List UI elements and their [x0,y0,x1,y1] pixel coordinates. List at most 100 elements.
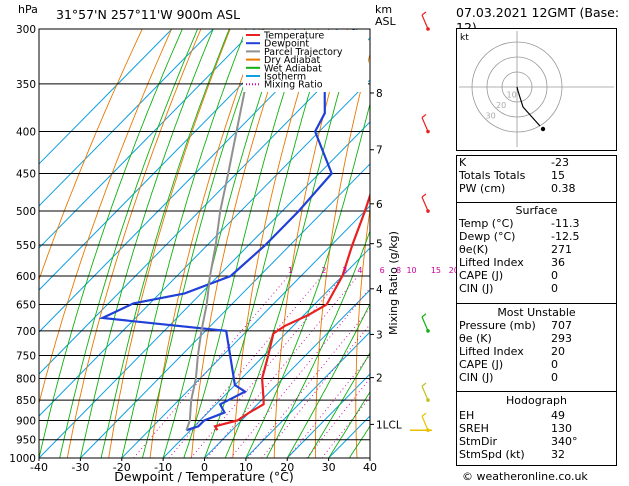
hodograph-ring-label: 30 [486,112,496,121]
section-divider [457,202,616,203]
mixing-ratio-label: 8 [396,266,401,275]
hodograph-table: EH 49 SREH 130 StmDir 340° StmSpd (kt) 32 [457,409,629,461]
index-label: Lifted Index [459,256,524,269]
wind-barb-station [426,27,430,31]
mixing-ratio-line [247,307,370,458]
section-divider [457,391,616,392]
index-value: 36 [551,256,565,269]
index-value: -23 [551,156,569,169]
index-label: StmSpd (kt) [459,448,525,461]
wind-barb-flag [421,193,427,198]
legend-box [243,30,368,92]
km-tick-label: 2 [376,373,383,385]
isotherm-line [39,37,370,375]
index-value: 130 [551,422,572,435]
index-value: 0 [551,371,558,384]
isotherm-line [39,29,256,249]
isotherm-line [286,373,370,458]
index-value: 0 [551,269,558,282]
surface-table: Temp (°C) -11.3 Dewp (°C) -12.5 θe(K) 271 Lift… [457,217,629,295]
pressure-tick-label: 900 [16,415,36,427]
x-axis-label: Dewpoint / Temperature (°C) [114,469,293,484]
index-row: PW (cm) 0.38 [457,182,629,195]
index-label: CAPE (J) [459,269,504,282]
mixing-ratio-axis-label: Mixing Ratio (g/kg) [387,231,400,335]
dry-adiabat-line [273,29,349,458]
km-unit-label: km [375,3,392,16]
most-unstable-title: Most Unstable [497,306,576,319]
index-row: CIN (J) 0 [457,282,629,295]
wet-adiabat-line [141,29,265,458]
index-row: EH 49 [457,409,629,422]
km-tick-label: 6 [376,199,383,211]
isotherm-line [39,79,370,417]
pressure-tick-label: 400 [16,127,36,139]
mixing-ratio-label: 15 [431,266,441,275]
index-value: 32 [551,448,565,461]
index-value: 0 [551,358,558,371]
legend-entry-label: Mixing Ratio [264,80,323,91]
temperature-tick-label: 40 [363,461,377,474]
mixing-ratio-labels: 12346810152025 [288,266,473,275]
legend-entry-label: Dewpoint [264,39,309,50]
index-row: Lifted Index 36 [457,256,629,269]
temperature-tick-label: 30 [322,461,336,474]
temperature-tick-label: 0 [201,461,208,474]
parcel-trajectory-line [185,29,264,431]
index-value: 293 [551,332,572,345]
mixing-ratio-label: 6 [380,266,385,275]
pressure-tick-label: 550 [16,240,36,252]
index-label: θe(K) [459,243,489,256]
isotherm-line [204,289,370,458]
index-value: 340° [551,435,578,448]
wind-barb-shaft [421,117,429,132]
index-row: θe(K) 271 [457,243,629,256]
pressure-tick-label: 700 [16,326,36,338]
isotherm-line [39,29,214,207]
wind-barbs [410,11,432,433]
index-label: Pressure (mb) [459,319,536,332]
pressure-tick-label: 650 [16,300,36,312]
pressure-tick-label: 950 [16,435,36,447]
temperature-tick-label: -20 [113,461,131,474]
index-row: CAPE (J) 0 [457,269,629,282]
mixing-ratio-label: 4 [357,266,362,275]
temperature-tick-label: -30 [71,461,89,474]
temperature-tick-label: 10 [239,461,253,474]
index-label: PW (cm) [459,182,506,195]
km-tick-label: 1LCL [376,419,402,431]
index-label: K [459,156,467,169]
pressure-tick-label: 750 [16,350,36,362]
index-value: 0.38 [551,182,576,195]
hpa-unit-label: hPa [18,3,38,16]
wind-barb-shaft [421,14,429,30]
index-label: CIN (J) [459,282,494,295]
index-value: 15 [551,169,565,182]
legend-entry-label: Temperature [263,31,324,42]
mixing-ratio-label: 3 [342,266,347,275]
index-row: StmDir 340° [457,435,629,448]
legend-entry-label: Dry Adiabat [264,55,321,66]
surface-title: Surface [515,204,558,217]
index-value: 707 [551,319,572,332]
index-row: Lifted Index 20 [457,345,629,358]
index-row: StmSpd (kt) 32 [457,448,629,461]
section-divider [457,303,616,304]
wind-barb-flag [421,11,427,16]
wind-barb-flag [421,412,427,417]
index-row: CIN (J) 0 [457,371,629,384]
index-label: Dewp (°C) [459,230,516,243]
isotherm-line [39,29,338,333]
pressure-tick-label: 350 [16,79,36,91]
wind-barb-station [426,209,430,213]
km-tick-label: 4 [376,284,383,296]
index-label: Totals Totals [459,169,526,182]
dry-adiabat-line [395,29,436,458]
index-label: θe (K) [459,332,492,345]
pressure-tick-label: 500 [16,206,36,218]
isotherm-line [39,29,297,291]
mixing-ratio-label: 2 [321,266,326,275]
axes: 3003504004505005506006507007508008509009… [9,24,402,474]
index-value: 49 [551,409,565,422]
mixing-ratio-label: 10 [406,266,416,275]
